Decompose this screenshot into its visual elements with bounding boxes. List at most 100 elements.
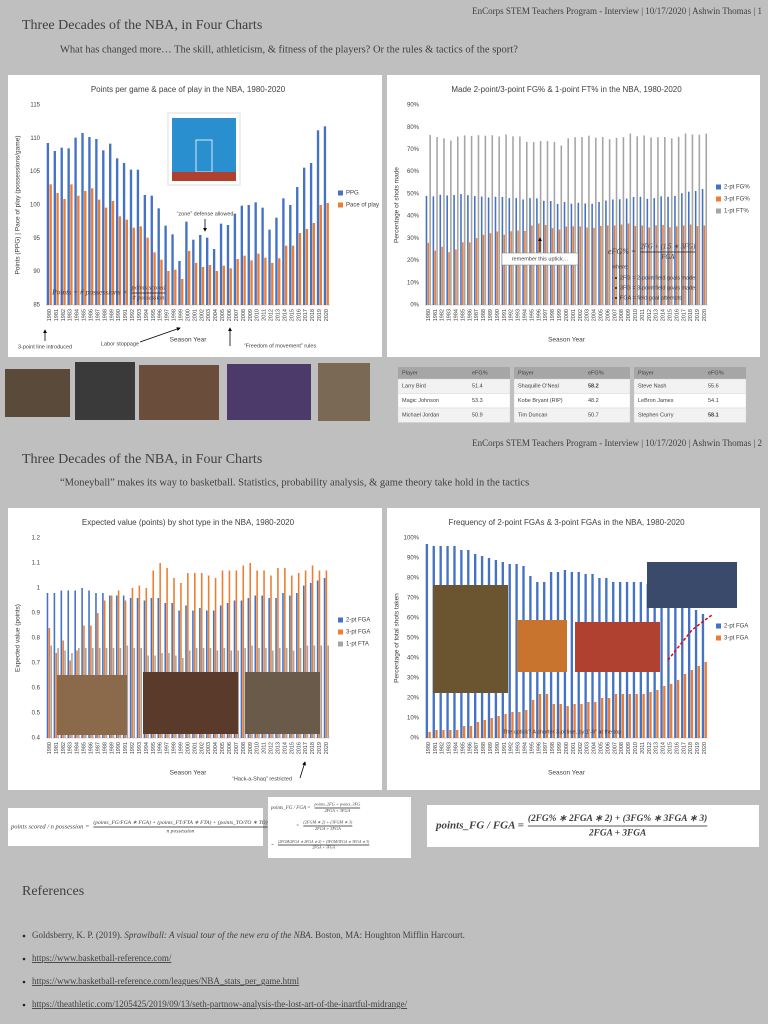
bar bbox=[670, 138, 673, 305]
bar bbox=[159, 563, 161, 738]
bar bbox=[432, 196, 435, 305]
bar bbox=[682, 225, 685, 305]
bar bbox=[690, 670, 694, 738]
bar bbox=[552, 704, 556, 738]
bar bbox=[166, 568, 168, 738]
reference-link[interactable]: https://www.basketball-reference.com/ bbox=[32, 953, 172, 963]
x-tick-label: 2006 bbox=[227, 309, 233, 321]
bar bbox=[316, 130, 320, 305]
bar bbox=[641, 225, 644, 305]
bar bbox=[289, 595, 291, 738]
bar bbox=[627, 223, 630, 305]
table-cell: Kobe Bryant (RIP) bbox=[518, 398, 563, 404]
x-tick-label: 1991 bbox=[502, 309, 508, 321]
x-tick-label: 1980 bbox=[47, 309, 53, 321]
x-tick-label: 2017 bbox=[303, 309, 309, 321]
y-tick-label: 90% bbox=[407, 103, 420, 109]
y-tick-label: 40% bbox=[407, 214, 420, 220]
photo bbox=[575, 622, 660, 672]
x-tick-label: 2001 bbox=[571, 309, 577, 321]
curry-trend bbox=[667, 614, 713, 661]
bar bbox=[226, 225, 230, 305]
x-tick-label: 1990 bbox=[116, 742, 122, 754]
bar bbox=[456, 730, 459, 738]
x-tick-label: 2014 bbox=[282, 742, 288, 754]
photo bbox=[57, 675, 127, 735]
x-tick-label: 1995 bbox=[529, 309, 535, 321]
bar bbox=[676, 226, 678, 305]
y-tick-label: 10% bbox=[407, 280, 420, 286]
legend-swatch bbox=[338, 617, 343, 623]
bar bbox=[600, 225, 602, 305]
slide-subtitle: “Moneyball” makes its way to basketball.… bbox=[60, 477, 529, 488]
x-tick-label: 2018 bbox=[310, 742, 316, 754]
bar bbox=[560, 145, 563, 305]
bullet bbox=[22, 957, 26, 961]
y-tick-label: 90% bbox=[407, 556, 420, 562]
bar bbox=[268, 229, 271, 305]
bar bbox=[510, 231, 512, 305]
x-tick-label: 2013 bbox=[654, 309, 660, 321]
table-cell: LeBron James bbox=[638, 398, 674, 404]
bar bbox=[132, 227, 135, 305]
formula-denominator: # possession bbox=[132, 294, 164, 301]
bar bbox=[531, 700, 535, 738]
bar bbox=[511, 712, 514, 738]
bar bbox=[574, 137, 576, 305]
bar bbox=[643, 135, 645, 305]
x-tick-label: 2005 bbox=[220, 309, 226, 321]
bar bbox=[642, 694, 645, 738]
formula-denominator: 2FGA + 3FGA bbox=[324, 808, 350, 813]
bar bbox=[49, 184, 52, 305]
references-title: References bbox=[22, 884, 84, 899]
bar bbox=[587, 702, 590, 738]
table-cell: 50.9 bbox=[472, 413, 483, 419]
x-tick-label: 1990 bbox=[495, 309, 501, 321]
x-tick-label: 1988 bbox=[481, 742, 487, 754]
photo bbox=[139, 365, 219, 420]
bar bbox=[677, 136, 680, 305]
x-tick-label: 1992 bbox=[130, 309, 136, 321]
bar bbox=[480, 196, 483, 305]
bar bbox=[74, 137, 77, 305]
formula-lhs: = bbox=[271, 842, 274, 847]
x-tick-label: 1993 bbox=[137, 309, 143, 321]
x-tick-label: 2010 bbox=[255, 742, 261, 754]
table-header-cell: eFG% bbox=[708, 370, 724, 376]
formula-numerator: (2FG% ∗ 2FGA ∗ 2) + (3FG% ∗ 3FGA ∗ 3) bbox=[528, 813, 707, 824]
bar bbox=[302, 167, 306, 305]
bar bbox=[501, 197, 504, 305]
bar bbox=[508, 198, 511, 305]
x-tick-label: 2008 bbox=[241, 309, 247, 321]
formula-numerator: points scored bbox=[131, 285, 167, 292]
bar bbox=[174, 269, 177, 305]
bar bbox=[254, 595, 257, 738]
bar bbox=[607, 698, 611, 738]
formula-numerator: (2FGM/2FGA ∗ 2FGA ∗ 2) + (3FGM/3FGA ∗ 3F… bbox=[278, 840, 370, 844]
bar bbox=[663, 686, 666, 738]
annotation-box bbox=[501, 252, 579, 266]
formula-lhs: points_FG / FGA = bbox=[270, 806, 311, 811]
bar bbox=[648, 227, 650, 305]
reference-link[interactable]: https://www.basketball-reference.com/lea… bbox=[32, 976, 300, 986]
x-tick-label: 1995 bbox=[151, 742, 157, 754]
bar bbox=[95, 593, 97, 738]
bar bbox=[77, 195, 80, 305]
legend-swatch bbox=[338, 202, 343, 208]
bar bbox=[91, 188, 94, 305]
bar bbox=[97, 199, 101, 305]
bar bbox=[696, 226, 699, 305]
x-tick-label: 1997 bbox=[543, 742, 549, 754]
x-tick-label: 2000 bbox=[564, 309, 570, 321]
bar bbox=[150, 598, 153, 738]
bar bbox=[122, 163, 126, 305]
photo bbox=[245, 672, 320, 734]
reference-link[interactable]: https://theathletic.com/1205425/2019/09/… bbox=[32, 999, 408, 1009]
bar bbox=[558, 229, 561, 305]
table-cell: Larry Bird bbox=[402, 384, 426, 390]
bar bbox=[649, 692, 652, 738]
bar bbox=[48, 628, 51, 738]
x-tick-label: 2011 bbox=[262, 742, 268, 754]
x-tick-label: 1985 bbox=[82, 309, 88, 321]
